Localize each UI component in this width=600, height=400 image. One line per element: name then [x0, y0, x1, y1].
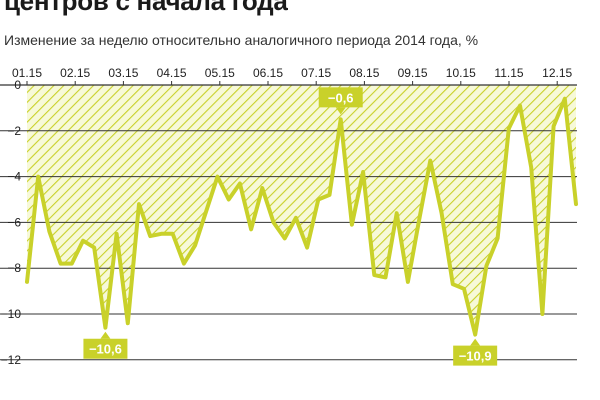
data-point: [149, 234, 152, 238]
x-tick-label: 05.15: [205, 66, 235, 80]
series-line: [25, 96, 578, 337]
data-point: [563, 97, 566, 100]
data-point: [496, 237, 499, 240]
x-tick-label: 07.15: [301, 66, 331, 80]
data-point: [350, 223, 354, 226]
data-point: [193, 244, 197, 247]
data-point: [395, 212, 398, 215]
x-tick-label: 11.15: [494, 66, 523, 80]
x-tick-label: 10.15: [446, 66, 476, 80]
data-point: [429, 159, 432, 162]
data-point: [552, 125, 555, 128]
callout-label: −10,9: [459, 349, 492, 364]
x-tick-label: 01.15: [12, 66, 42, 80]
data-point: [305, 246, 309, 249]
data-point: [48, 230, 51, 233]
data-point: [261, 186, 264, 190]
data-point: [541, 312, 544, 316]
x-tick-label: 02.15: [60, 66, 90, 80]
callout-box: [83, 338, 128, 359]
data-point: [283, 237, 286, 240]
y-tick-label: −2: [7, 124, 21, 138]
data-point: [171, 232, 174, 235]
data-point: [93, 246, 96, 249]
chart-subtitle: Изменение за неделю относительно аналоги…: [4, 32, 479, 48]
callout-box: [318, 87, 363, 108]
y-tick-label: −12: [1, 353, 22, 367]
data-point: [160, 232, 163, 235]
x-tick-label: 09.15: [398, 66, 428, 80]
data-point: [530, 166, 533, 169]
callout-pointer: [100, 331, 111, 339]
data-point: [115, 232, 118, 235]
data-point: [361, 170, 365, 174]
data-point: [485, 264, 488, 268]
x-tick-label: 08.15: [349, 66, 379, 80]
data-point: [70, 262, 74, 265]
y-tick-label: 0: [14, 78, 21, 92]
data-point: [249, 228, 253, 231]
data-point: [574, 202, 578, 206]
data-point: [451, 283, 454, 286]
x-tick-label: 04.15: [157, 66, 187, 80]
y-tick-label: −4: [7, 170, 21, 184]
hatched-area: [27, 85, 576, 335]
x-tick-label: 03.15: [108, 66, 138, 80]
data-point: [238, 182, 242, 185]
x-tick-label: 06.15: [253, 66, 283, 80]
x-tick-label: 12.15: [542, 66, 572, 80]
data-point: [373, 273, 376, 277]
data-point: [518, 104, 522, 107]
callout-box: [453, 345, 498, 366]
data-point: [339, 118, 342, 121]
data-point: [137, 202, 141, 206]
data-point: [328, 193, 331, 197]
data-point: [272, 221, 275, 224]
data-point: [59, 262, 62, 265]
data-point: [182, 262, 186, 265]
data-point: [294, 216, 298, 219]
data-point: [406, 280, 410, 284]
data-point: [104, 326, 107, 329]
data-point: [81, 239, 85, 242]
data-point: [227, 198, 230, 201]
data-point: [25, 280, 29, 284]
y-tick-label: −6: [7, 215, 21, 229]
chart-title: центров с начала года: [4, 0, 288, 16]
data-point: [317, 198, 320, 201]
y-tick-label: −10: [1, 307, 22, 321]
callout-pointer: [470, 338, 481, 346]
callout-label: −0,6: [328, 90, 354, 105]
callout-label: −10,6: [89, 342, 122, 357]
data-point: [507, 127, 510, 130]
data-point: [216, 175, 219, 178]
y-tick-label: −8: [7, 261, 21, 275]
data-point: [126, 322, 129, 325]
data-point: [474, 333, 477, 336]
data-point: [440, 212, 443, 215]
data-point: [417, 218, 421, 222]
data-point: [462, 287, 466, 290]
data-point: [384, 276, 387, 279]
callout-pointer: [335, 107, 346, 115]
data-point: [205, 209, 208, 213]
data-point: [37, 175, 40, 178]
